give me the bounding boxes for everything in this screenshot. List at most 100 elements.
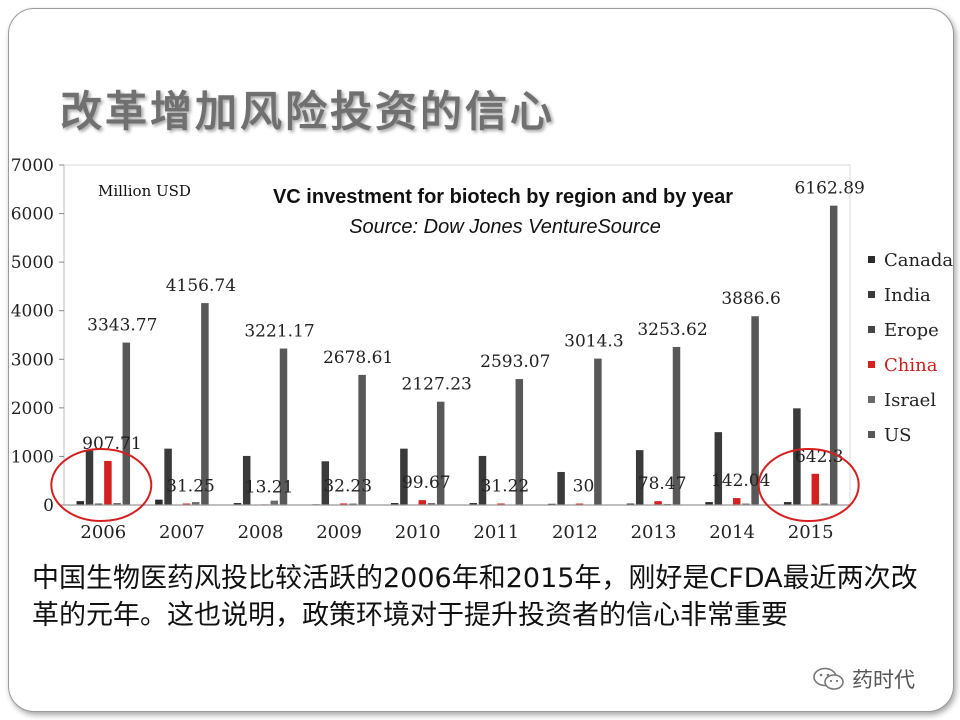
- bar-israel-2010: [427, 503, 436, 505]
- data-label-china: 32.23: [323, 476, 372, 496]
- bar-china-2011: [497, 503, 505, 505]
- data-label-us: 2593.07: [480, 352, 550, 372]
- bar-israel-2007: [191, 502, 200, 505]
- bar-india-2009: [321, 461, 330, 505]
- y-tick-label: 6000: [11, 205, 54, 225]
- x-tick-label: 2015: [788, 522, 834, 543]
- chart-subtitle: Source: Dow Jones VentureSource: [349, 216, 661, 238]
- bar-india-2010: [400, 448, 408, 505]
- x-tick-label: 2013: [631, 522, 677, 543]
- bar-china-2012: [575, 503, 584, 505]
- x-axis: 2006 2007 2008 2009 2010 2011 2012 2013 2014 2015: [64, 504, 850, 543]
- watermark-text: 药时代: [852, 668, 915, 692]
- legend-swatch-israel: [868, 396, 875, 403]
- data-label-us: 2678.61: [323, 348, 393, 368]
- legend-label-erope: Erope: [884, 320, 939, 341]
- x-tick-label: 2008: [238, 522, 284, 543]
- bar-us-2014: [751, 316, 759, 505]
- x-tick-label: 2006: [80, 522, 126, 543]
- highlight-ellipse-2015: [757, 448, 860, 522]
- data-label-us: 2127.23: [402, 375, 472, 395]
- bar-canada-2015: [783, 502, 792, 505]
- bar-us-2009: [358, 374, 366, 505]
- data-label-china: 907.71: [82, 434, 141, 454]
- bar-us-2011: [515, 379, 524, 505]
- bar-canada-2014: [705, 502, 713, 505]
- bar-israel-2006: [113, 503, 121, 505]
- bar-canada-2010: [390, 503, 399, 505]
- data-label-china: 99.67: [402, 473, 451, 493]
- y-tick-label: 5000: [11, 253, 54, 273]
- data-label-china: 31.22: [481, 476, 530, 496]
- data-label-china: 13.21: [245, 477, 294, 497]
- highlight-ellipses: [50, 448, 860, 522]
- x-tick-label: 2014: [709, 522, 755, 543]
- bar-us-2006: [122, 342, 131, 505]
- bar-china-2013: [654, 501, 662, 505]
- bar-india-2007: [164, 448, 172, 505]
- legend-label-india: India: [884, 285, 931, 306]
- chart-title: VC investment for biotech by region and …: [273, 186, 733, 208]
- bar-us-2015: [829, 205, 838, 506]
- bar-erope-2006: [94, 503, 103, 505]
- data-label-us: 3253.62: [637, 320, 707, 340]
- bar-us-2010: [436, 401, 445, 505]
- highlight-ellipse-2006: [50, 448, 153, 522]
- bar-israel-2014: [742, 503, 750, 505]
- data-label-us: 3343.77: [87, 316, 157, 336]
- legend-label-china: China: [884, 355, 938, 376]
- bar-us-2008: [279, 348, 288, 505]
- legend-label-us: US: [884, 425, 912, 446]
- bar-chart: Million USD VC investment for biotech by…: [11, 156, 954, 543]
- bar-canada-2012: [548, 503, 556, 505]
- y-tick-label: 7000: [11, 156, 54, 176]
- data-labels: 3343.77 907.71 4156.74 31.25 3221.17 13.21 267…: [82, 179, 865, 498]
- legend-label-israel: Israel: [884, 390, 936, 411]
- legend-swatch-china: [868, 361, 875, 368]
- x-tick-label: 2007: [159, 522, 205, 543]
- x-tick-label: 2009: [316, 522, 362, 543]
- wechat-icon: [813, 667, 844, 690]
- bar-china-2007: [182, 503, 191, 505]
- y-axis: 0 1000 2000 3000 4000 5000 6000 7000: [11, 156, 65, 516]
- bar-israel-2015: [820, 503, 829, 505]
- bar-china-2009: [339, 503, 348, 505]
- bar-india-2011: [478, 455, 487, 505]
- data-label-china: 78.47: [638, 474, 687, 494]
- data-label-us: 3221.17: [244, 322, 314, 342]
- legend-swatch-india: [868, 291, 875, 298]
- bar-canada-2007: [155, 499, 163, 505]
- x-tick-label: 2012: [552, 522, 598, 543]
- data-label-us: 3014.3: [564, 332, 623, 352]
- bar-india-2008: [242, 455, 251, 505]
- data-label-us: 6162.89: [795, 179, 865, 199]
- bar-china-2015: [811, 473, 820, 505]
- bar-us-2007: [201, 303, 209, 505]
- y-tick-label: 0: [43, 496, 54, 516]
- bar-china-2006: [104, 460, 112, 505]
- bar-india-2014: [714, 432, 723, 505]
- bar-china-2014: [732, 498, 741, 505]
- data-label-us: 4156.74: [166, 276, 236, 296]
- legend-swatch-us: [868, 431, 875, 438]
- y-tick-label: 1000: [11, 447, 54, 467]
- bar-india-2006: [85, 450, 94, 505]
- bar-us-2013: [672, 346, 681, 505]
- bar-china-2010: [418, 500, 427, 505]
- bar-marks: [76, 205, 838, 506]
- data-label-us: 3886.6: [721, 289, 780, 309]
- bar-canada-2013: [626, 503, 635, 505]
- data-label-china: 142.04: [711, 471, 770, 491]
- data-label-china: 30: [573, 477, 595, 497]
- bar-india-2015: [793, 408, 801, 505]
- watermark: 药时代: [812, 664, 915, 694]
- bar-canada-2011: [469, 503, 478, 505]
- bar-india-2013: [635, 450, 644, 505]
- legend-label-canada: Canada: [884, 250, 953, 271]
- y-tick-label: 4000: [11, 302, 54, 322]
- y-tick-label: 3000: [11, 350, 54, 370]
- slide-title: 改革增加风险投资的信心: [60, 87, 556, 136]
- bar-israel-2008: [270, 500, 279, 505]
- bar-canada-2008: [233, 503, 242, 505]
- legend-swatch-erope: [868, 326, 875, 333]
